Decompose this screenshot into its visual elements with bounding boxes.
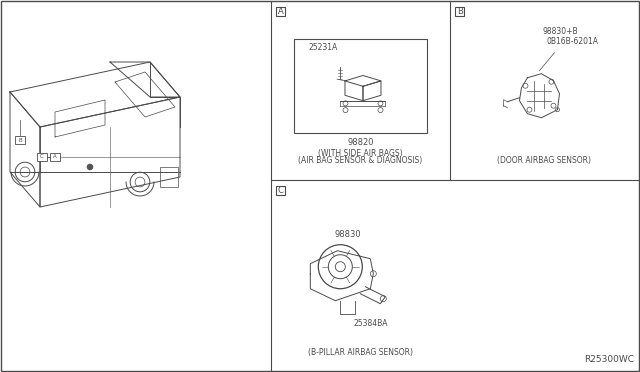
Circle shape bbox=[527, 107, 532, 112]
Circle shape bbox=[335, 262, 346, 272]
Text: (AIR BAG SENSOR & DIAGNOSIS): (AIR BAG SENSOR & DIAGNOSIS) bbox=[298, 156, 422, 166]
Circle shape bbox=[87, 164, 93, 170]
Text: 98820: 98820 bbox=[347, 138, 374, 147]
Text: 25231A: 25231A bbox=[308, 43, 338, 52]
Text: 25384BA: 25384BA bbox=[353, 319, 388, 328]
Circle shape bbox=[130, 172, 150, 192]
Text: A: A bbox=[278, 6, 284, 16]
Text: (B-PILLAR AIRBAG SENSOR): (B-PILLAR AIRBAG SENSOR) bbox=[308, 348, 413, 357]
Text: 98830+B: 98830+B bbox=[543, 27, 578, 36]
Circle shape bbox=[371, 271, 376, 277]
Text: R25300WC: R25300WC bbox=[584, 355, 634, 364]
Circle shape bbox=[378, 108, 383, 113]
Circle shape bbox=[343, 108, 348, 113]
Circle shape bbox=[378, 101, 383, 106]
Circle shape bbox=[551, 103, 556, 108]
Text: B: B bbox=[18, 138, 22, 142]
Circle shape bbox=[15, 162, 35, 182]
Circle shape bbox=[343, 101, 348, 106]
Text: C: C bbox=[278, 186, 284, 195]
Text: (DOOR AIRBAG SENSOR): (DOOR AIRBAG SENSOR) bbox=[497, 156, 591, 166]
Text: C: C bbox=[40, 154, 44, 160]
Circle shape bbox=[318, 245, 362, 289]
Text: (WITH SIDE AIR BAGS): (WITH SIDE AIR BAGS) bbox=[318, 150, 403, 158]
Bar bbox=[15, 136, 25, 144]
Bar bbox=[37, 153, 47, 161]
Bar bbox=[276, 6, 285, 16]
Text: A: A bbox=[53, 154, 57, 160]
Bar bbox=[294, 39, 427, 134]
Circle shape bbox=[556, 108, 559, 112]
Circle shape bbox=[380, 296, 387, 302]
Bar bbox=[276, 186, 285, 195]
Circle shape bbox=[328, 255, 352, 279]
Text: 98830: 98830 bbox=[334, 230, 360, 239]
Circle shape bbox=[549, 79, 554, 84]
Circle shape bbox=[20, 167, 30, 177]
Text: 0B16B-6201A: 0B16B-6201A bbox=[547, 37, 598, 46]
Bar bbox=[50, 153, 60, 161]
Bar bbox=[456, 6, 465, 16]
Bar bbox=[160, 167, 178, 187]
Text: B: B bbox=[457, 6, 463, 16]
Circle shape bbox=[523, 83, 528, 88]
Circle shape bbox=[135, 177, 145, 187]
